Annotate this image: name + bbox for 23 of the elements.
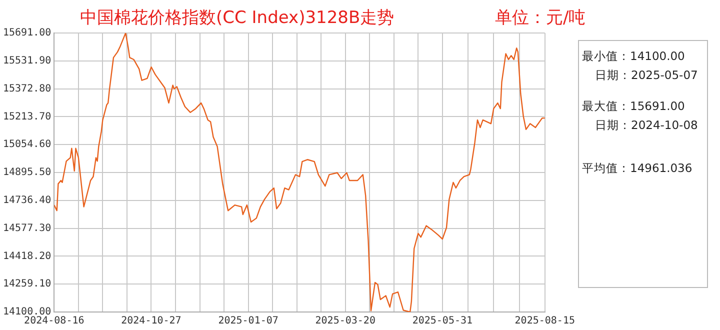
text: 平均值：14961.036	[581, 160, 694, 177]
y-tick-label: 15531.90	[2, 55, 52, 66]
y-tick-label: 14736.40	[2, 194, 52, 206]
text: 日期：2024-10-08	[594, 117, 699, 134]
text: 最大值：15691.00	[581, 98, 686, 115]
y-tick-label: 14259.10	[2, 278, 52, 290]
x-tick-label: 2025-01-07	[218, 316, 278, 327]
y-tick-label: 15213.70	[2, 111, 52, 122]
text: 日期：2025-05-07	[594, 67, 699, 84]
chart-title: 中国棉花价格指数(CC Index)3128B走势	[80, 7, 394, 29]
y-tick-label: 15372.80	[2, 83, 52, 94]
y-tick-label: 14895.50	[2, 167, 52, 178]
y-tick-label: 14577.30	[2, 222, 52, 234]
x-tick-label: 2025-03-20	[315, 316, 376, 327]
text: 最小值：14100.00	[581, 48, 686, 65]
y-tick-label: 14418.20	[2, 250, 52, 262]
x-tick-label: 2025-08-15	[514, 316, 576, 327]
y-tick-label: 15054.60	[2, 139, 52, 150]
y-tick-label: 15691.00	[2, 28, 52, 39]
x-tick-label: 2024-08-16	[24, 316, 84, 327]
x-tick-label: 2025-05-31	[412, 316, 473, 327]
chart-subtitle: 单位：元/吨	[495, 7, 586, 29]
x-tick-label: 2024-10-27	[121, 316, 182, 327]
